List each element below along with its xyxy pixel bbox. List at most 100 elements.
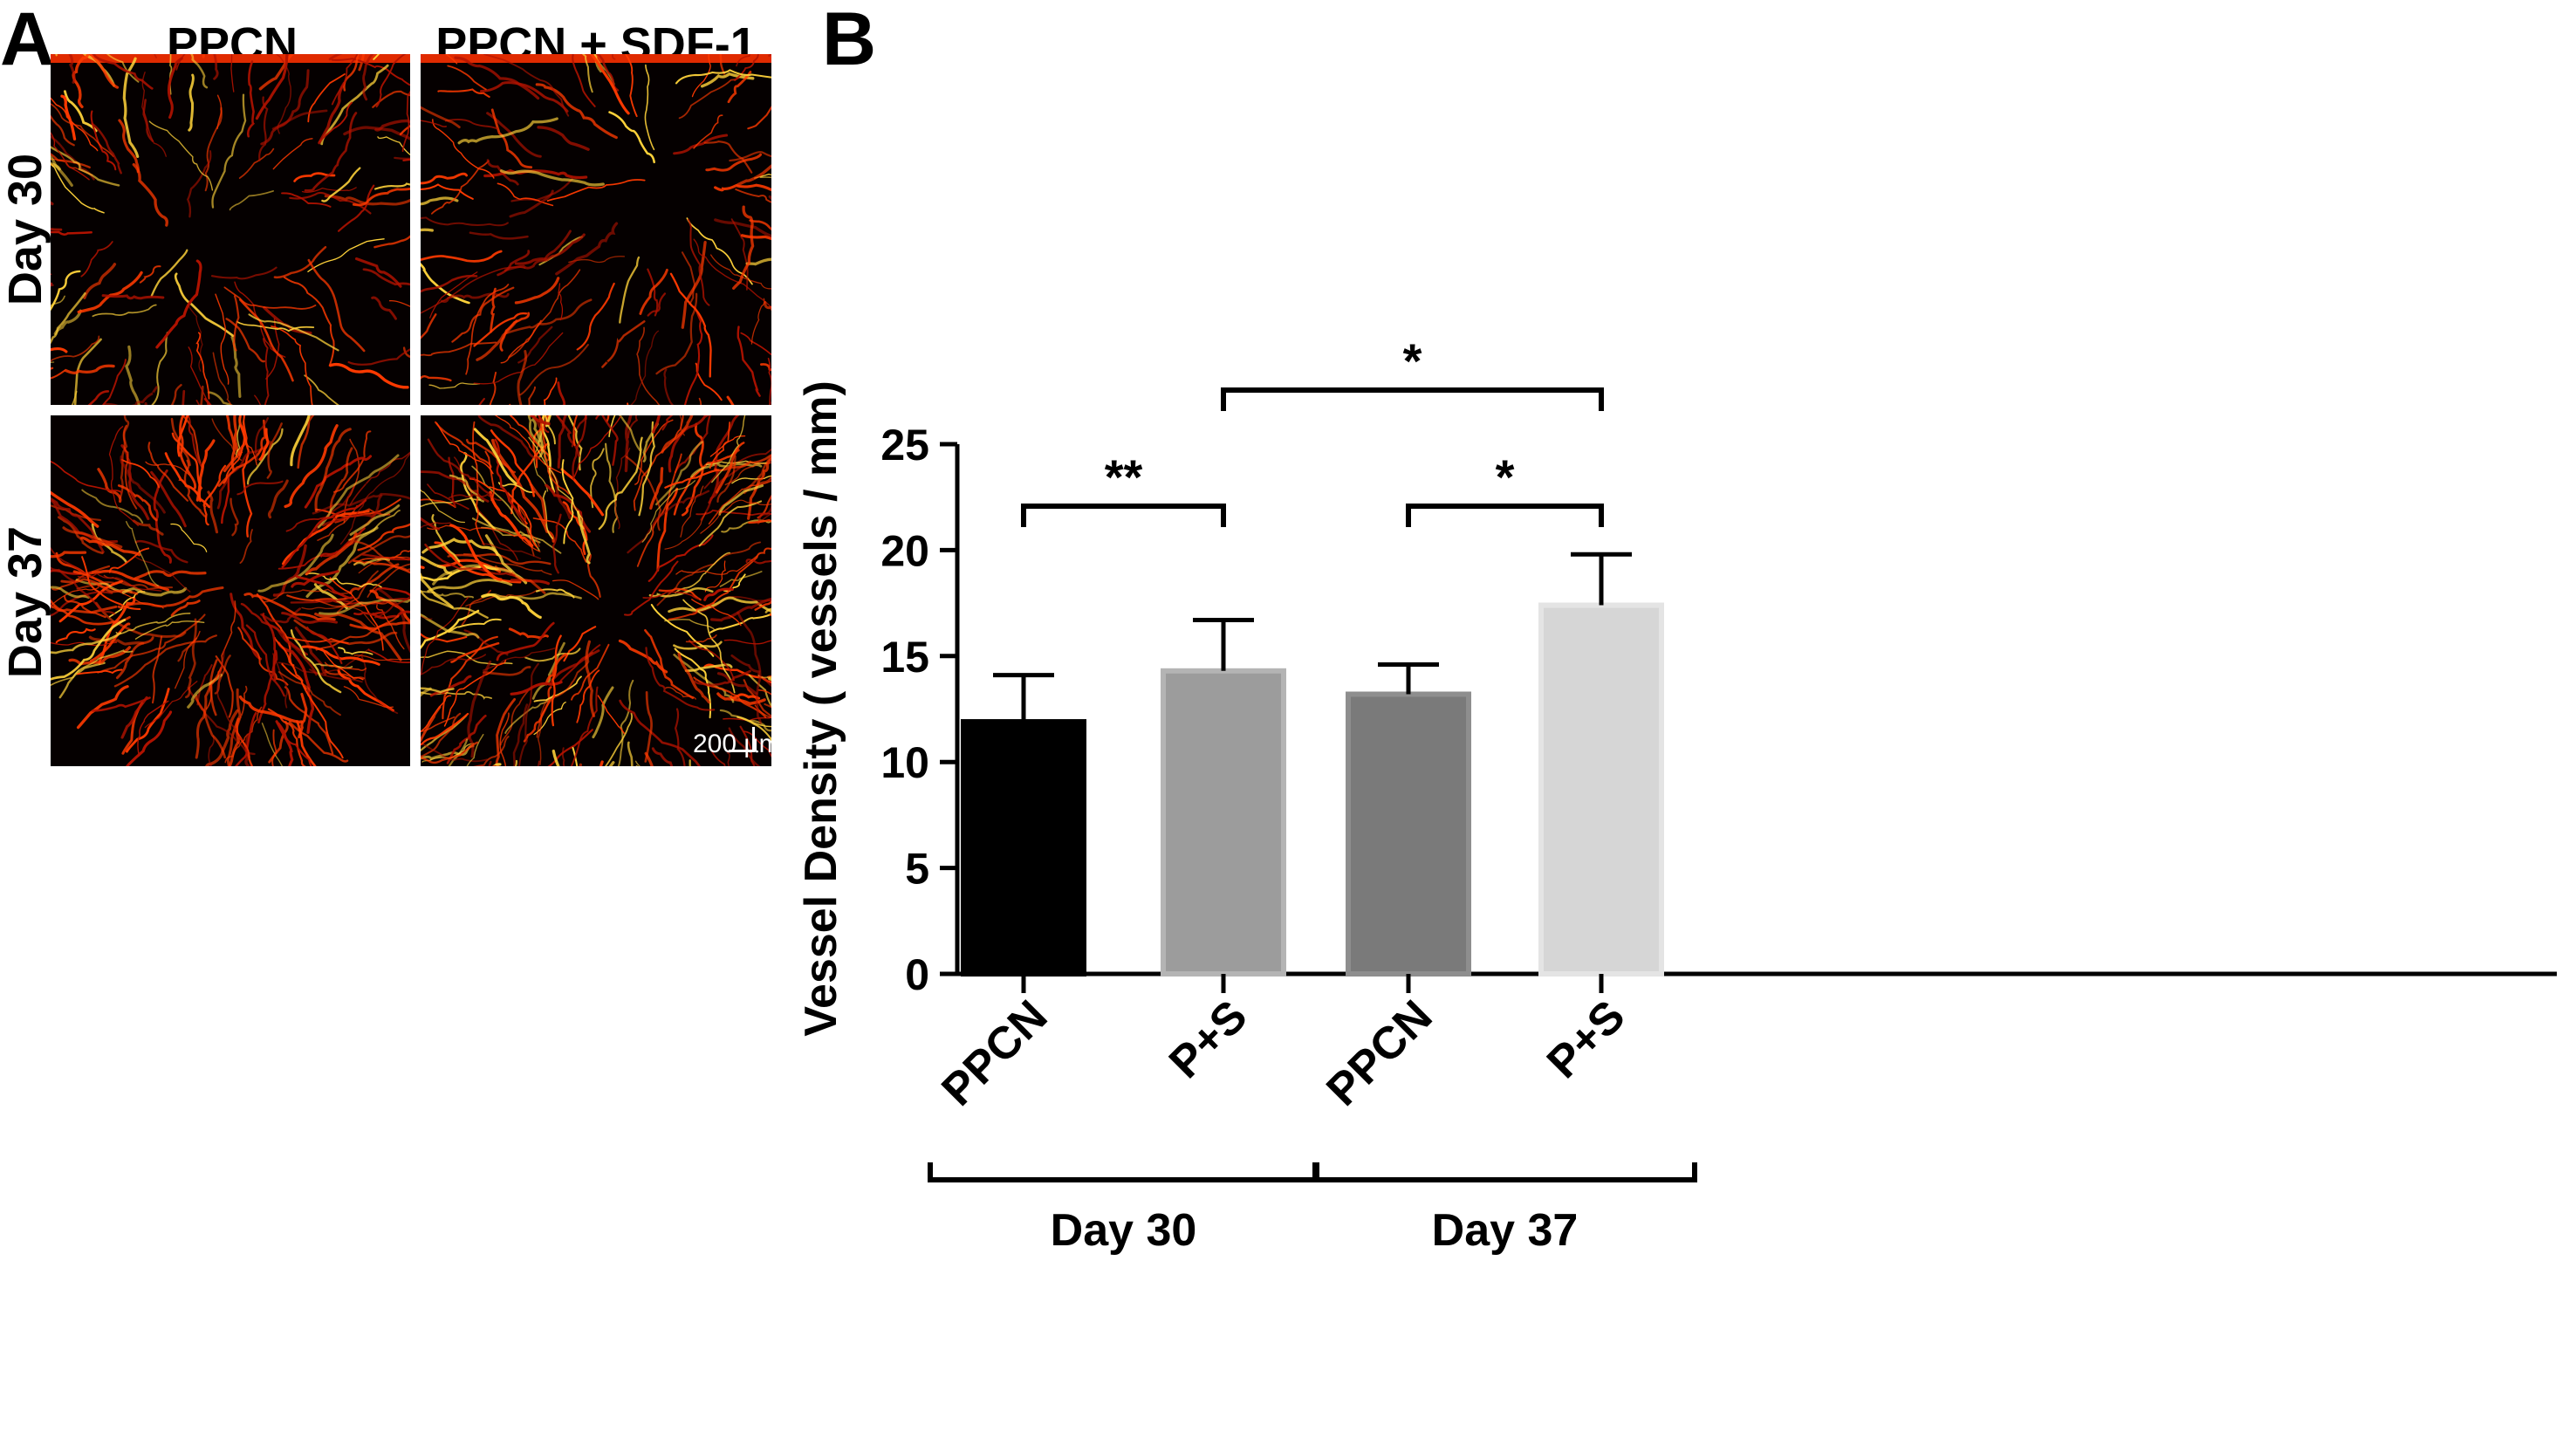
vessel-segment bbox=[77, 572, 162, 592]
vessel-segment bbox=[719, 54, 726, 75]
vessel-segment bbox=[262, 338, 270, 405]
vessel-segment bbox=[661, 415, 674, 431]
vessel-segment bbox=[537, 126, 590, 151]
vessel-segment bbox=[730, 218, 749, 291]
vessel-segment bbox=[275, 720, 294, 766]
vessel-segment bbox=[465, 438, 516, 474]
vessel-segment bbox=[675, 555, 758, 575]
vessel-segment bbox=[483, 648, 556, 671]
vessel-segment bbox=[336, 570, 379, 613]
vessel-segment bbox=[489, 371, 497, 405]
vessel-segment bbox=[301, 187, 357, 193]
vessel-segment bbox=[421, 498, 456, 509]
vessel-segment bbox=[576, 282, 615, 351]
vessel-segment bbox=[88, 635, 145, 646]
vessel-segment bbox=[83, 263, 117, 299]
vessel-segment bbox=[63, 90, 98, 133]
vessel-segment bbox=[362, 268, 410, 286]
vessel-segment bbox=[754, 476, 771, 491]
vessel-segment bbox=[598, 436, 643, 531]
vessel-segment bbox=[223, 286, 317, 310]
vessel-segment bbox=[102, 386, 158, 405]
vessel-segment bbox=[51, 591, 113, 617]
vessel-segment bbox=[694, 669, 751, 687]
vessel-segment bbox=[730, 693, 761, 700]
vessel-segment bbox=[221, 477, 230, 524]
top-artifact-band bbox=[51, 54, 410, 63]
vessel-segment bbox=[297, 415, 315, 469]
vessel-segment bbox=[655, 292, 698, 375]
vessel-segment bbox=[237, 627, 289, 686]
vessel-segment bbox=[51, 369, 65, 380]
vessel-segment bbox=[317, 454, 400, 529]
vessel-segment bbox=[718, 484, 764, 516]
vessel-segment bbox=[277, 551, 338, 570]
vessel-segment bbox=[211, 93, 247, 209]
vessel-segment bbox=[150, 470, 187, 528]
vessel-segment bbox=[473, 312, 528, 347]
vessel-segment bbox=[195, 694, 227, 759]
vessel-segment bbox=[187, 415, 203, 469]
vessel-segment bbox=[480, 81, 569, 113]
vessel-segment bbox=[205, 600, 236, 710]
vessel-segment bbox=[734, 54, 759, 81]
bar bbox=[961, 719, 1086, 977]
vessel-segment bbox=[421, 613, 480, 639]
vessel-segment bbox=[306, 626, 343, 665]
vessel-segment bbox=[51, 632, 122, 654]
vessel-segment bbox=[504, 230, 572, 272]
vessel-segment bbox=[51, 586, 90, 599]
vessel-segment bbox=[179, 415, 197, 490]
vessel-segment bbox=[60, 94, 77, 140]
vessel-segment bbox=[630, 330, 660, 405]
vessel-segment bbox=[499, 712, 510, 766]
vessel-segment bbox=[101, 294, 165, 300]
vessel-segment bbox=[349, 621, 410, 630]
vessel-segment bbox=[119, 415, 130, 499]
vessel-segment bbox=[527, 415, 551, 426]
vessel-segment bbox=[512, 703, 529, 766]
vessel-segment bbox=[319, 599, 410, 615]
scale-bar-label: 200 µm bbox=[693, 730, 781, 758]
vessel-segment bbox=[726, 752, 730, 766]
vessel-segment bbox=[170, 600, 201, 617]
vessel-segment bbox=[710, 597, 771, 622]
vessel-segment bbox=[60, 578, 139, 595]
vessel-segment bbox=[624, 54, 638, 118]
vessel-segment bbox=[486, 112, 542, 158]
vessel-segment bbox=[767, 358, 771, 405]
vessel-segment bbox=[232, 295, 240, 352]
vessel-segment bbox=[421, 705, 442, 743]
vessel-segment bbox=[68, 54, 76, 84]
vessel-segment bbox=[691, 54, 711, 98]
vessel-segment bbox=[421, 266, 526, 314]
vessel-segment bbox=[421, 712, 469, 746]
vessel-segment bbox=[421, 470, 490, 503]
vessel-segment bbox=[447, 65, 487, 91]
vessel-segment bbox=[644, 629, 695, 700]
vessel-segment bbox=[421, 538, 499, 556]
vessel-segment bbox=[76, 668, 123, 675]
vessel-segment bbox=[668, 601, 715, 620]
group-label: Day 30 bbox=[1051, 1205, 1197, 1256]
vessel-segment bbox=[120, 455, 166, 514]
vessel-segment bbox=[469, 477, 528, 524]
vessel-segment bbox=[638, 421, 655, 517]
vessel-segment bbox=[51, 146, 120, 187]
vessel-segment bbox=[378, 588, 410, 654]
vessel-segment bbox=[486, 159, 519, 186]
vessel-segment bbox=[314, 428, 352, 512]
vessel-segment bbox=[352, 188, 410, 207]
vessel-segment bbox=[647, 268, 659, 317]
vessel-segment bbox=[728, 727, 761, 766]
vessel-segment bbox=[153, 469, 172, 564]
vessel-segment bbox=[494, 415, 562, 474]
vessel-segment bbox=[117, 586, 224, 609]
vessel-segment bbox=[394, 156, 410, 160]
vessel-segment bbox=[736, 326, 761, 397]
vessel-segment bbox=[225, 415, 236, 471]
vessel-segment bbox=[239, 298, 294, 382]
vessel-segment bbox=[319, 101, 353, 143]
vessel-segment bbox=[120, 696, 148, 739]
vessel-segment bbox=[619, 256, 641, 324]
